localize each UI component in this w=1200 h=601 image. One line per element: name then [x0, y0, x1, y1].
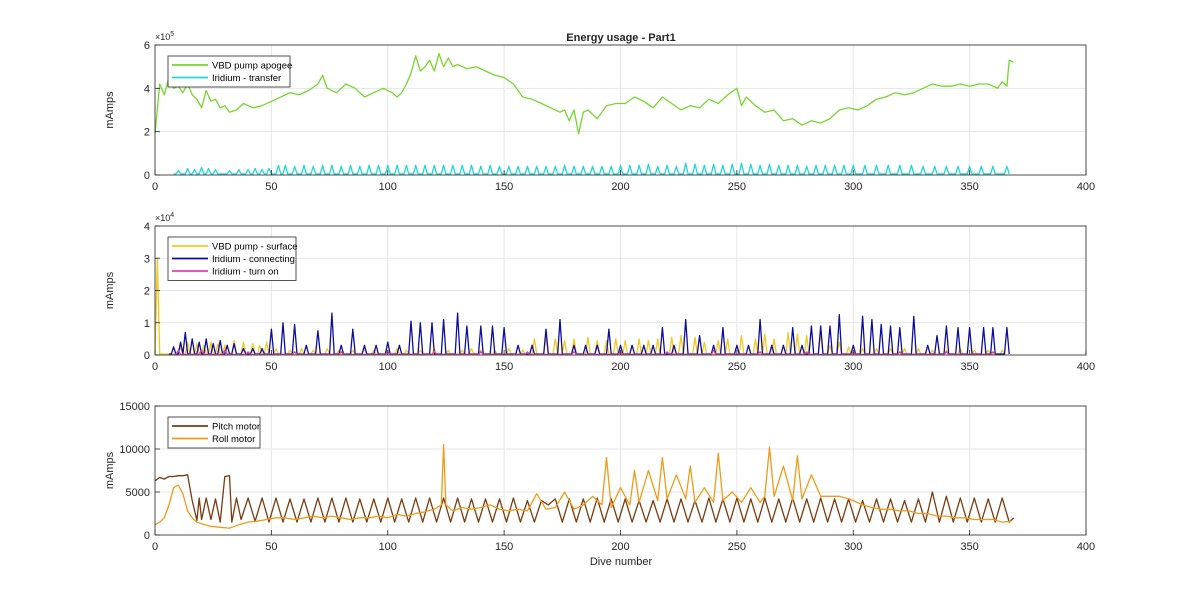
x-tick-label: 100 [379, 361, 397, 373]
legend-label: Roll motor [212, 434, 255, 445]
x-tick-label: 300 [844, 361, 862, 373]
x-tick-label: 150 [495, 541, 513, 553]
series-line-iridium-transfer [173, 162, 1010, 175]
x-tick-label: 50 [265, 181, 277, 193]
subplot-surface-iridium: 0 50 100 150 200 250 300 350 400 0 1 2 3 4 ×104 mAmps VB… [104, 212, 1095, 373]
x-tick-label: 250 [728, 361, 746, 373]
x-axis-label: Dive number [590, 556, 653, 568]
x-tick-label: 400 [1077, 361, 1095, 373]
figure-title: Energy usage - Part1 [566, 32, 675, 44]
legend-label: Pitch motor [212, 422, 260, 433]
y-tick-label: 10000 [119, 444, 150, 456]
legend-box [167, 55, 291, 88]
x-tick-label: 200 [611, 181, 629, 193]
x-tick-label: 0 [152, 181, 158, 193]
legend-label: VBD pump - surface [212, 242, 298, 253]
legend-label: VBD pump apogee [212, 61, 292, 72]
x-tick-label: 400 [1077, 541, 1095, 553]
x-tick-label: 200 [611, 541, 629, 553]
y-exponent-label: ×105 [155, 31, 174, 42]
legend-label: Iridium - connecting [212, 254, 295, 265]
series-line-vbd-pump-surface [155, 257, 1006, 355]
x-tick-label: 150 [495, 361, 513, 373]
subplot-motors: 0 50 100 150 200 250 300 350 400 0 5000 10000 15000 m… [104, 401, 1095, 553]
y-axis-label: mAmps [104, 451, 116, 489]
x-tick-label: 400 [1077, 181, 1095, 193]
y-tick-label: 3 [144, 253, 150, 265]
x-tick-label: 350 [960, 181, 978, 193]
x-tick-label: 300 [844, 181, 862, 193]
legend-box [167, 416, 261, 449]
y-tick-label: 4 [144, 83, 150, 95]
subplot-pump-apogee: 0 50 100 150 200 250 300 350 400 0 2 4 6 ×105 mAmps VBD… [104, 31, 1095, 193]
x-tick-label: 50 [265, 361, 277, 373]
x-tick-label: 200 [611, 361, 629, 373]
y-tick-label: 15000 [119, 401, 150, 413]
y-tick-label: 1 [144, 318, 150, 330]
legend-label: Iridium - turn on [212, 267, 279, 278]
y-tick-label: 0 [144, 170, 150, 182]
series-line-pitch-motor [155, 474, 1015, 523]
x-tick-label: 350 [960, 541, 978, 553]
x-tick-label: 100 [379, 181, 397, 193]
y-tick-label: 5000 [126, 487, 150, 499]
y-tick-label: 4 [144, 221, 150, 233]
legend-label: Iridium - transfer [212, 73, 281, 84]
y-tick-label: 2 [144, 127, 150, 139]
y-axis-label: mAmps [104, 271, 116, 309]
x-tick-label: 350 [960, 361, 978, 373]
y-tick-label: 0 [144, 530, 150, 542]
x-tick-label: 0 [152, 541, 158, 553]
x-tick-label: 250 [728, 541, 746, 553]
y-tick-label: 0 [144, 350, 150, 362]
x-tick-label: 300 [844, 541, 862, 553]
x-tick-label: 250 [728, 181, 746, 193]
x-tick-label: 0 [152, 361, 158, 373]
series-line-roll-motor [155, 444, 1012, 529]
y-exponent-label: ×104 [155, 212, 174, 223]
x-tick-label: 50 [265, 541, 277, 553]
y-axis-label: mAmps [104, 91, 116, 129]
series-line-vbd-pump-apogee [155, 53, 1015, 135]
y-tick-label: 6 [144, 40, 150, 52]
x-tick-label: 100 [379, 541, 397, 553]
y-tick-label: 2 [144, 286, 150, 298]
x-tick-label: 150 [495, 181, 513, 193]
